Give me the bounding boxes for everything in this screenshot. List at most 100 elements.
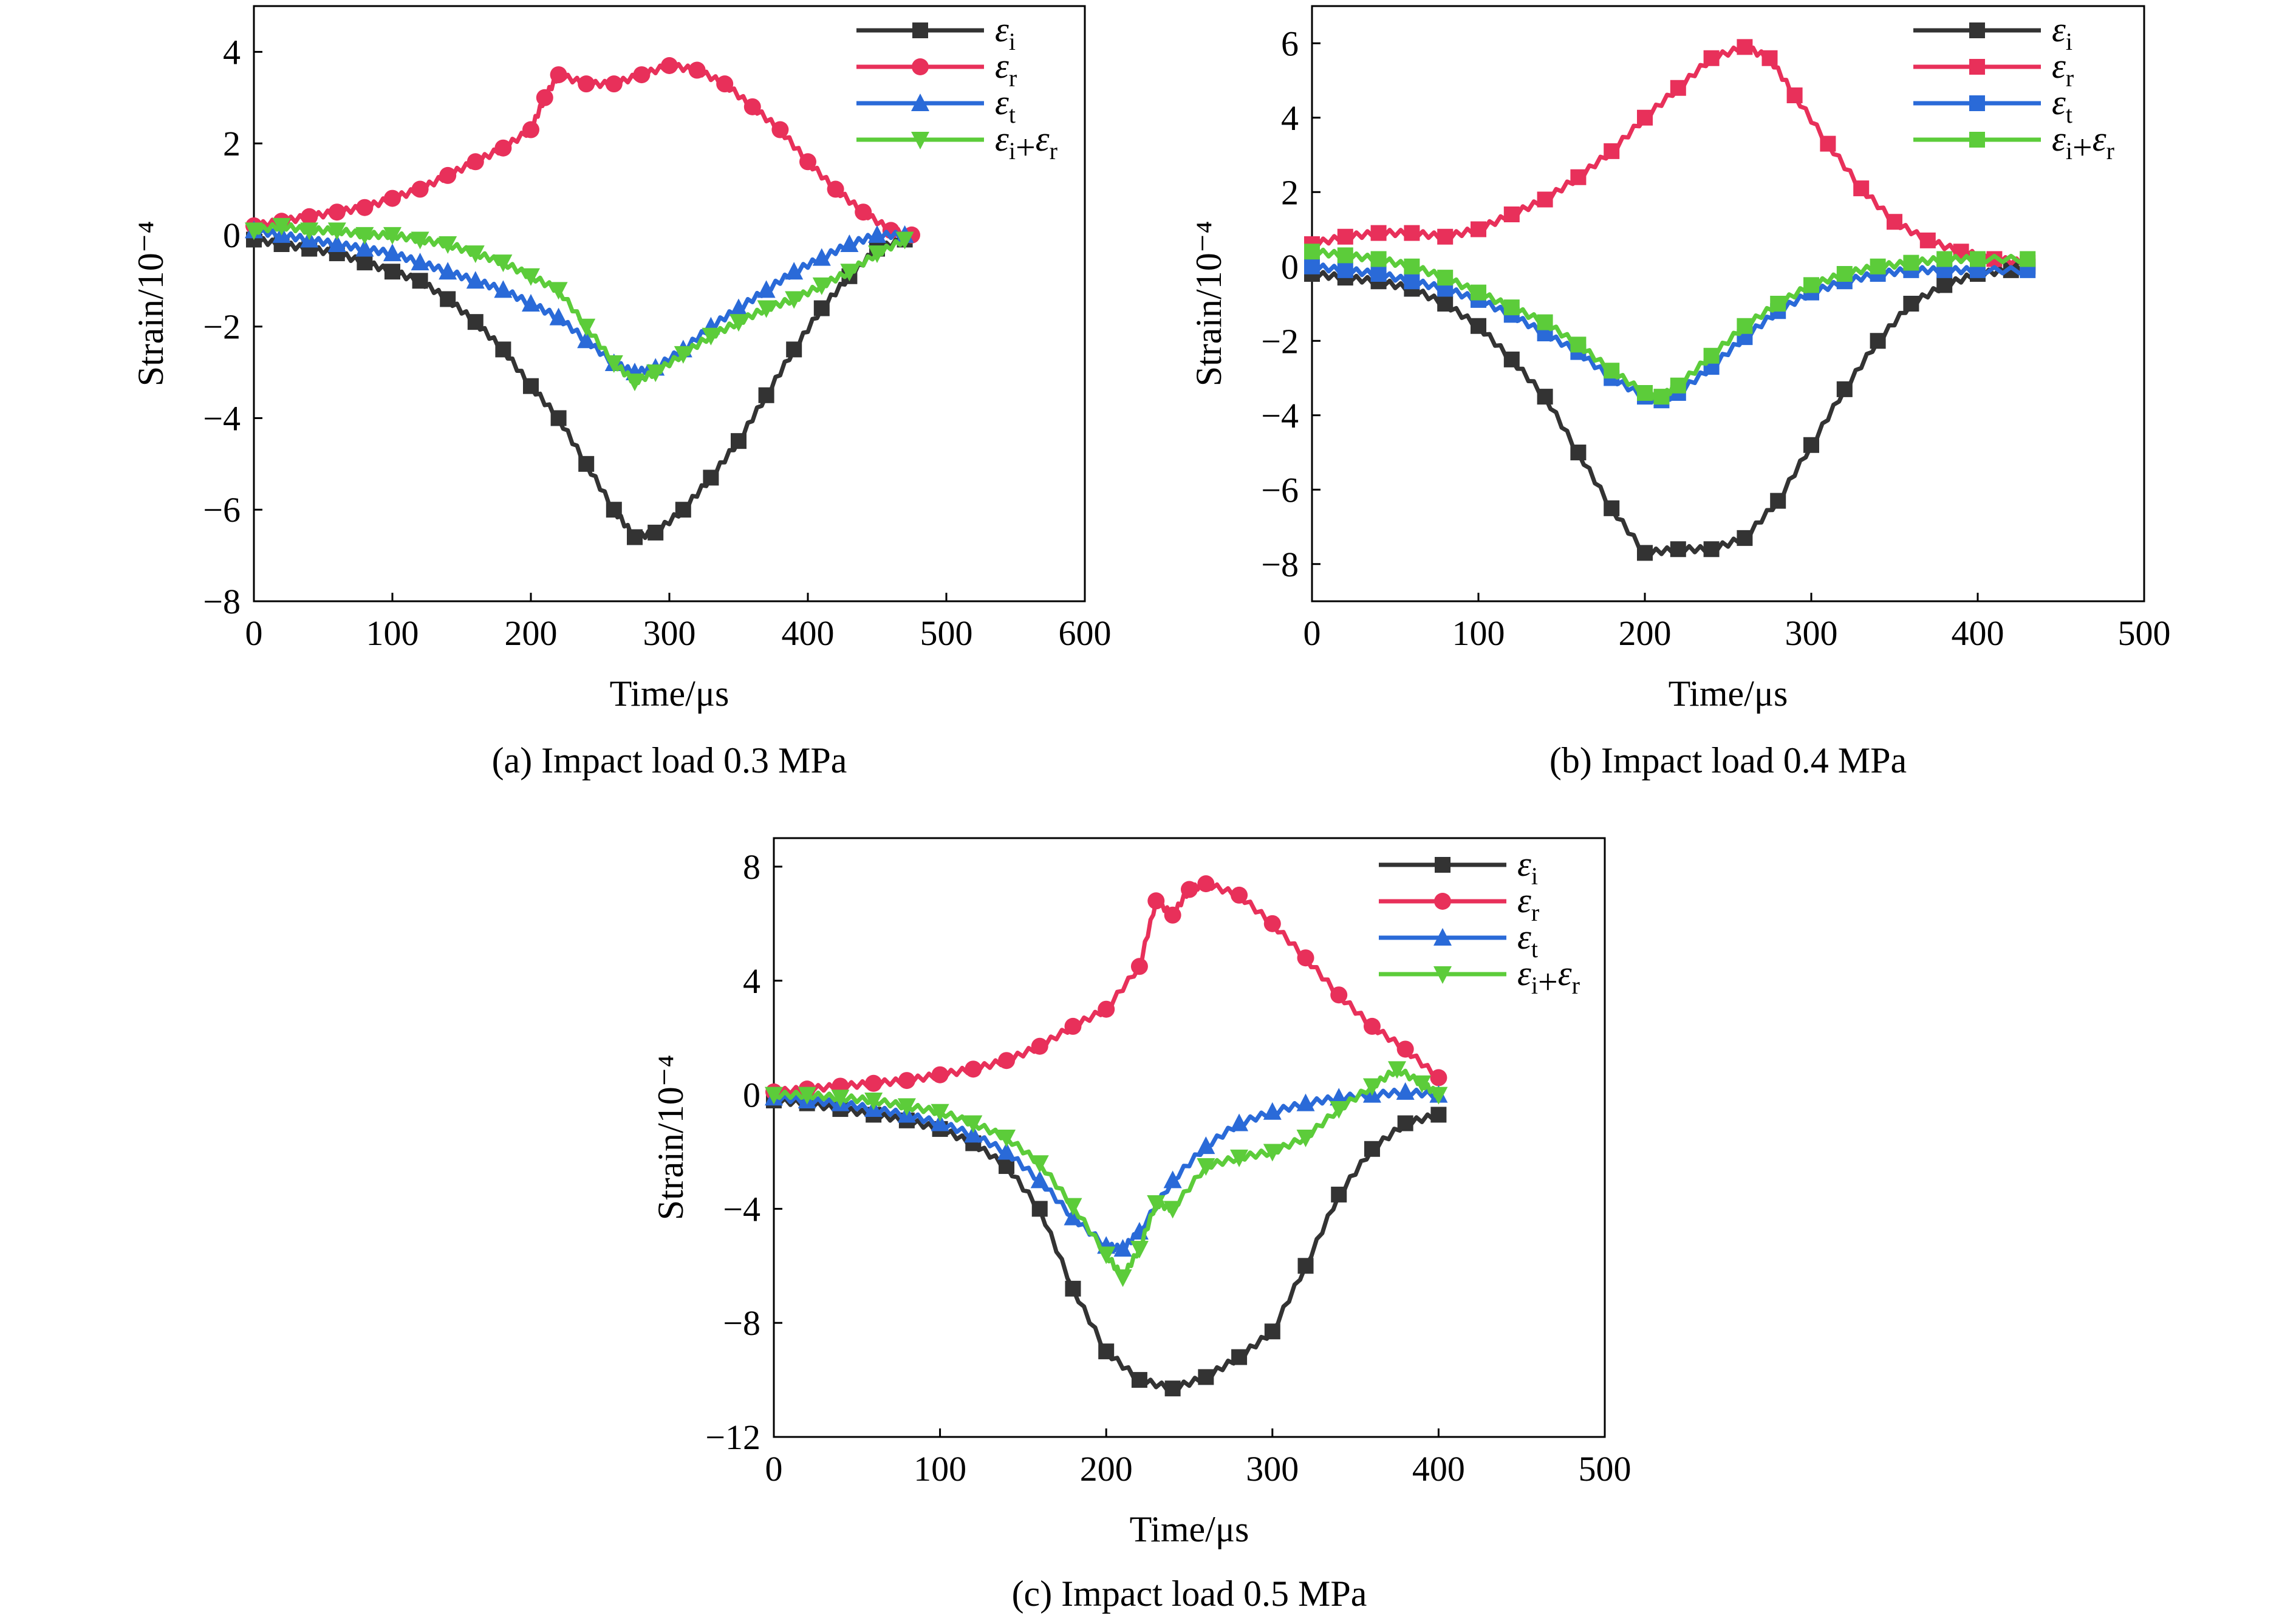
- data-point: [1437, 296, 1454, 312]
- data-point: [494, 280, 513, 298]
- y-axis-title: Strain/10⁻⁴: [1189, 221, 1229, 387]
- y-tick-label: 4: [223, 32, 241, 72]
- x-tick-label: 0: [1303, 613, 1321, 653]
- data-point: [675, 502, 691, 518]
- x-tick-label: 100: [1452, 613, 1505, 653]
- data-point: [1296, 1130, 1315, 1147]
- data-point: [865, 1074, 883, 1092]
- data-point: [646, 364, 665, 383]
- data-point: [786, 341, 802, 358]
- data-point: [466, 245, 485, 264]
- data-point: [411, 180, 429, 198]
- y-axis-title: Strain/10⁻⁴: [131, 221, 171, 387]
- series-1: [765, 875, 1447, 1100]
- data-point: [757, 300, 776, 318]
- data-point: [1031, 1037, 1048, 1055]
- data-point: [1113, 1239, 1132, 1257]
- data-point: [1604, 143, 1620, 159]
- data-point: [466, 153, 484, 171]
- y-tick-label: 4: [1281, 98, 1299, 138]
- data-point: [997, 1142, 1016, 1160]
- data-point: [1304, 258, 1320, 275]
- x-tick-label: 400: [1412, 1449, 1465, 1489]
- data-point: [1296, 1093, 1315, 1111]
- data-point: [1471, 318, 1486, 334]
- data-point: [412, 273, 428, 289]
- data-point: [605, 75, 623, 93]
- data-point: [550, 66, 567, 84]
- data-point: [1064, 1017, 1082, 1035]
- series-line: [1311, 262, 2029, 558]
- data-point: [1703, 541, 1720, 558]
- data-point: [1404, 273, 1420, 290]
- data-point: [1230, 1149, 1249, 1167]
- y-tick-label: 8: [743, 847, 760, 887]
- legend-label: εr: [1517, 881, 1539, 926]
- data-point: [1970, 251, 1986, 267]
- data-point: [1437, 228, 1454, 245]
- data-point: [1936, 251, 1953, 267]
- data-point: [627, 529, 643, 545]
- data-point: [357, 254, 373, 271]
- legend-label: εt: [1517, 917, 1538, 963]
- data-point: [855, 203, 872, 221]
- data-point: [1065, 1280, 1081, 1297]
- chart-caption: (a) Impact load 0.3 MPa: [492, 740, 847, 780]
- data-point: [1031, 1201, 1048, 1217]
- data-point: [1030, 1155, 1049, 1173]
- data-point: [1870, 258, 1886, 275]
- data-point: [1503, 351, 1520, 367]
- series-3: [245, 217, 914, 392]
- data-point: [536, 89, 553, 106]
- data-point: [1570, 445, 1587, 460]
- data-point: [1337, 228, 1353, 245]
- data-point: [1098, 1343, 1115, 1360]
- legend-marker: [1435, 857, 1450, 873]
- data-point: [1703, 347, 1720, 364]
- data-point: [1370, 266, 1387, 282]
- data-point: [1853, 180, 1870, 197]
- legend-marker: [1969, 95, 1985, 111]
- x-axis-title: Time/μs: [1130, 1509, 1249, 1549]
- data-point: [1637, 545, 1653, 561]
- data-point: [1363, 1017, 1381, 1035]
- legend-marker: [1433, 928, 1452, 946]
- series-3: [1304, 244, 2036, 405]
- data-point: [1604, 500, 1620, 516]
- data-point: [466, 271, 485, 289]
- series-2: [1304, 258, 2036, 409]
- chart-0: 0 100 200 300 400 500 600 −8 −6 −4 −2 0 2 4 Time/μs Str…: [131, 5, 1112, 780]
- data-point: [765, 1087, 783, 1105]
- data-point: [577, 318, 596, 336]
- data-point: [661, 57, 678, 74]
- data-point: [827, 180, 844, 198]
- data-point: [1370, 225, 1387, 241]
- data-point: [1164, 1380, 1181, 1397]
- data-point: [840, 234, 859, 252]
- data-point: [328, 203, 346, 221]
- data-point: [1098, 1000, 1115, 1018]
- x-tick-label: 100: [914, 1449, 966, 1489]
- data-point: [1330, 1101, 1348, 1119]
- legend-label: εi: [2052, 10, 2072, 55]
- data-point: [1064, 1207, 1082, 1226]
- data-point: [327, 234, 346, 252]
- data-point: [1396, 1082, 1415, 1100]
- data-point: [1803, 277, 1819, 293]
- data-point: [831, 1090, 850, 1108]
- data-point: [411, 253, 429, 271]
- series-2: [245, 220, 914, 381]
- data-point: [1637, 109, 1653, 126]
- data-point: [1537, 314, 1553, 330]
- data-point: [1919, 232, 1936, 248]
- data-point: [840, 264, 859, 282]
- y-tick-label: −4: [723, 1189, 760, 1229]
- series-line: [773, 1066, 1440, 1280]
- data-point: [868, 225, 886, 243]
- data-point: [898, 1072, 915, 1090]
- data-point: [1097, 1246, 1116, 1264]
- data-point: [1337, 262, 1353, 278]
- x-tick-label: 400: [782, 613, 835, 653]
- data-point: [1297, 949, 1314, 967]
- data-point: [1197, 875, 1215, 893]
